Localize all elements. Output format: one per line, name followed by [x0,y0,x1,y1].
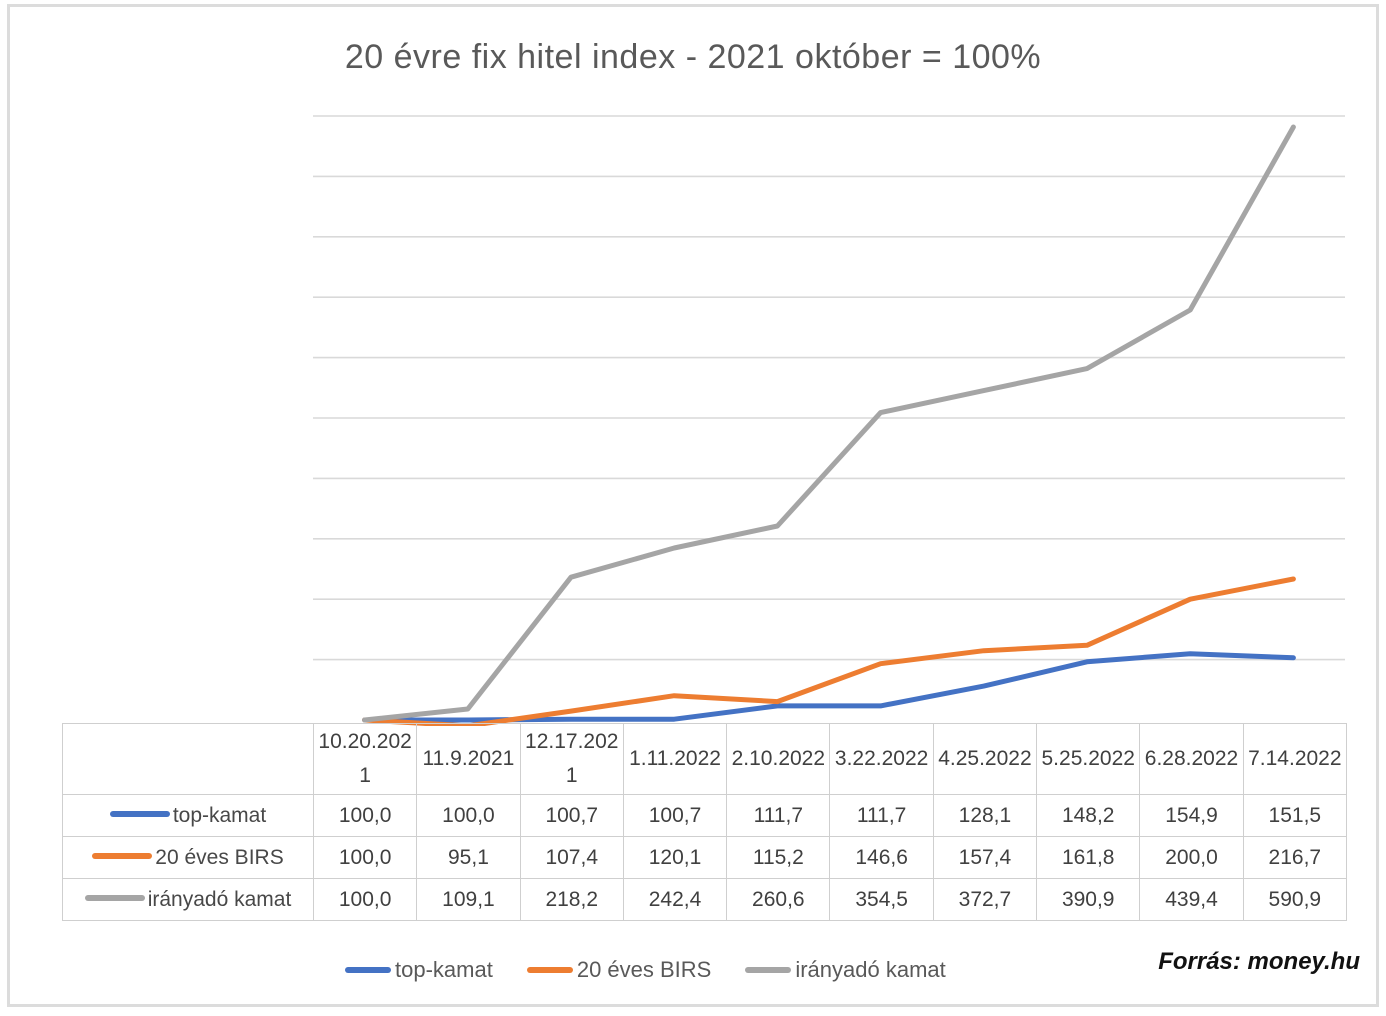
value-cell: 161,8 [1036,836,1141,879]
legend-line-swatch-icon [526,967,573,973]
series-label-cell: top-kamat [62,794,314,837]
value-cell: 107,4 [519,836,624,879]
date-header-row: 10.20.2021 11.9.2021 12.17.2021 1.11.2022 2.… [62,723,1348,795]
date-header-cell: 5.25.2022 [1036,723,1141,795]
legend-label: irányadó kamat [795,957,946,982]
value-cell: 95,1 [416,836,521,879]
value-cell: 590,9 [1242,878,1348,921]
value-cell: 146,6 [829,836,934,879]
value-cell: 100,7 [622,794,728,837]
table-row: irányadó kamat 100,0 109,1 218,2 242,4 260,6 3… [62,878,1348,921]
series-label-cell: 20 éves BIRS [62,836,314,879]
table-corner-cell [62,723,314,795]
value-cell: 100,0 [312,794,418,837]
value-cell: 111,7 [726,794,831,837]
value-cell: 154,9 [1139,794,1244,837]
series-line-20-éves-birs [362,576,1296,726]
series-line-swatch-icon [109,810,170,817]
data-table-body: 10.20.2021 11.9.2021 12.17.2021 1.11.2022 2.… [62,723,1348,921]
value-cell: 100,0 [312,836,418,879]
series-line-swatch-icon [84,894,145,901]
value-cell: 100,7 [519,794,624,837]
date-header-cell: 2.10.2022 [726,723,831,795]
value-cell: 109,1 [416,878,521,921]
legend-label: 20 éves BIRS [576,957,712,982]
value-cell: 354,5 [829,878,934,921]
series-line-irányadó-kamat [362,124,1296,723]
value-cell: 439,4 [1139,878,1244,921]
value-cell: 151,5 [1242,794,1348,837]
date-header-cell: 7.14.2022 [1242,723,1348,795]
value-cell: 157,4 [932,836,1038,879]
date-header-cell: 6.28.2022 [1139,723,1244,795]
chart-legend: top-kamat 20 éves BIRS irányadó kamat [345,952,946,988]
table-row: 20 éves BIRS 100,0 95,1 107,4 120,1 115,2 146,… [62,836,1348,879]
value-cell: 128,1 [932,794,1038,837]
legend-item: irányadó kamat [745,957,946,983]
value-cell: 216,7 [1242,836,1348,879]
value-cell: 372,7 [932,878,1038,921]
value-cell: 242,4 [622,878,728,921]
legend-item: top-kamat [345,957,493,983]
series-label: irányadó kamat [147,887,292,911]
date-header-cell: 3.22.2022 [829,723,934,795]
value-cell: 390,9 [1036,878,1141,921]
table-row: top-kamat 100,0 100,0 100,7 100,7 111,7 111,7 1… [62,794,1348,837]
series-label: top-kamat [172,803,267,827]
value-cell: 100,0 [312,878,418,921]
date-header-cell: 4.25.2022 [932,723,1038,795]
date-header-cell: 12.17.2021 [519,723,624,795]
value-cell: 100,0 [416,794,521,837]
value-cell: 111,7 [829,794,934,837]
data-table: 10.20.2021 11.9.2021 12.17.2021 1.11.2022 2.… [62,723,1348,921]
value-cell: 218,2 [519,878,624,921]
date-header-cell: 11.9.2021 [416,723,521,795]
date-header-cell: 1.11.2022 [622,723,728,795]
series-label-cell: irányadó kamat [62,878,314,921]
series-label: 20 éves BIRS [155,845,284,869]
series-line-swatch-icon [92,852,153,859]
value-cell: 115,2 [726,836,831,879]
legend-line-swatch-icon [745,967,792,973]
legend-item: 20 éves BIRS [526,957,712,983]
date-header-cell: 10.20.2021 [312,723,418,795]
value-cell: 200,0 [1139,836,1244,879]
line-chart-plot-area [313,115,1345,726]
legend-line-swatch-icon [345,967,391,973]
value-cell: 120,1 [622,836,728,879]
chart-title: 20 évre fix hitel index - 2021 október =… [344,38,1042,76]
value-cell: 260,6 [726,878,831,921]
value-cell: 148,2 [1036,794,1141,837]
legend-label: top-kamat [395,957,493,982]
source-note: Forrás: money.hu [1158,948,1360,975]
